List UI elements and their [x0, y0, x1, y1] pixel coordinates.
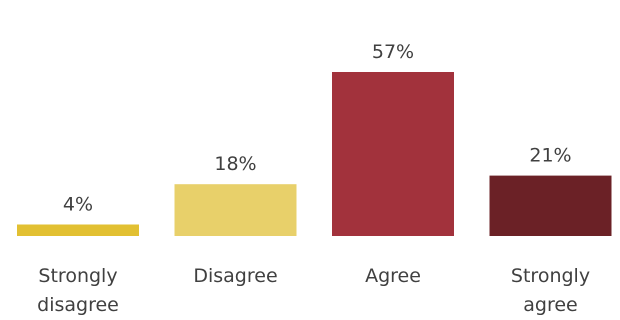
- bar-0: [17, 224, 139, 236]
- category-labels-layer: Strongly disagree Disagree Agree Strongly agr…: [37, 265, 590, 316]
- value-label-3: 21%: [529, 145, 571, 167]
- value-label-2: 57%: [372, 41, 414, 63]
- bar-2: [332, 72, 454, 236]
- category-label-1-line-0: Disagree: [193, 265, 277, 287]
- category-label-2: Agree: [365, 265, 421, 287]
- bar-1: [174, 184, 297, 236]
- category-label-1: Disagree: [193, 265, 277, 287]
- bar-3: [489, 175, 612, 236]
- category-label-3: Strongly agree: [511, 265, 590, 316]
- category-label-3-line-1: agree: [523, 294, 577, 316]
- value-label-0: 4%: [63, 194, 93, 216]
- category-label-0-line-0: Strongly: [38, 265, 117, 287]
- category-label-2-line-0: Agree: [365, 265, 421, 287]
- bars-layer: [17, 72, 612, 236]
- value-labels-layer: 4% 18% 57% 21%: [63, 41, 572, 216]
- category-label-3-line-0: Strongly: [511, 265, 590, 287]
- category-label-0: Strongly disagree: [37, 265, 119, 316]
- category-label-0-line-1: disagree: [37, 294, 119, 316]
- value-label-1: 18%: [214, 153, 256, 175]
